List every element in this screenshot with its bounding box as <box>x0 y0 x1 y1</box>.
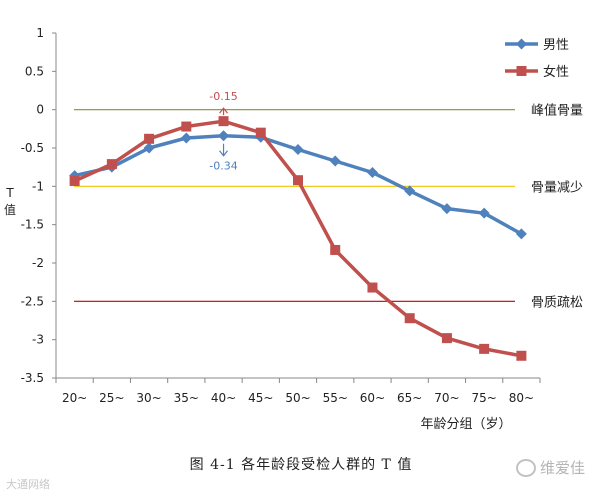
x-tick-label-2: 30~ <box>136 391 161 405</box>
y-tick-label-2: 0 <box>36 103 44 117</box>
series-1-point-2 <box>144 133 155 144</box>
series-1-point-11 <box>479 343 490 354</box>
x-tick-label-9: 65~ <box>397 391 422 405</box>
x-axis-title: 年龄分组（岁） <box>420 417 511 432</box>
series-1-point-0 <box>69 175 80 186</box>
figure-caption: 图 4-1 各年龄段受检人群的 T 值 <box>189 457 413 473</box>
y-tick-label-8: -3 <box>32 333 44 347</box>
series-1-point-6 <box>293 175 303 186</box>
series-1-point-4 <box>218 116 229 127</box>
series-0-point-6 <box>292 144 304 156</box>
x-tick-label-3: 35~ <box>174 391 199 405</box>
x-tick-label-1: 25~ <box>99 391 124 405</box>
y-tick-label-0: 1 <box>36 26 44 40</box>
x-tick-label-12: 80~ <box>509 391 534 405</box>
y-tick-label-5: -1.5 <box>21 218 44 232</box>
x-tick-label-10: 70~ <box>434 391 459 405</box>
y-tick-label-9: -3.5 <box>21 371 44 385</box>
series-1-point-10 <box>441 333 452 344</box>
y-tick-label-7: -2.5 <box>21 294 44 308</box>
series-1-point-3 <box>181 121 192 132</box>
annotation-label-1: -0.34 <box>209 160 237 173</box>
series-0-point-2 <box>143 142 155 154</box>
series-1-point-1 <box>106 159 117 170</box>
x-tick-label-8: 60~ <box>360 391 385 405</box>
x-tick-label-6: 50~ <box>285 391 310 405</box>
watermark-right: 维爱佳 <box>516 457 585 478</box>
x-tick-label-5: 45~ <box>248 391 273 405</box>
x-tick-label-4: 40~ <box>211 391 236 405</box>
series-0-point-8 <box>366 167 378 179</box>
series-1-point-9 <box>404 313 415 324</box>
y-tick-label-3: -0.5 <box>21 141 44 155</box>
annotation-label-0: -0.15 <box>209 90 237 103</box>
annotation-arrowhead-1 <box>219 150 229 157</box>
series-0-point-3 <box>180 132 192 144</box>
reference-line-label-1: 骨量减少 <box>531 180 583 195</box>
reference-line-label-2: 骨质疏松 <box>531 295 583 310</box>
series-0-point-11 <box>478 207 490 219</box>
x-tick-label-7: 55~ <box>323 391 348 405</box>
reference-line-label-0: 峰值骨量 <box>531 103 583 119</box>
series-0-point-10 <box>441 203 453 215</box>
legend-marker-1 <box>516 66 527 76</box>
series-0-point-7 <box>329 155 341 167</box>
watermark-left: 大通网络 <box>6 478 50 491</box>
y-tick-label-1: 0.5 <box>25 64 44 78</box>
line-chart: 1 0.5 0 -0.5 -1 -1.5 -2 -2.5 -3 -3.5 20~ 25~ 30~ 35~ 4… <box>4 26 583 432</box>
watermark-right-text: 维爱佳 <box>540 459 586 477</box>
series-1-point-7 <box>330 244 341 255</box>
legend-label-0: 男性 <box>543 38 569 53</box>
series-0-point-12 <box>515 228 527 240</box>
annotation-arrowhead-0 <box>219 107 229 114</box>
legend-marker-0 <box>516 38 527 50</box>
y-tick-label-4: -1 <box>32 179 44 193</box>
x-tick-label-11: 75~ <box>471 391 496 405</box>
legend-label-1: 女性 <box>543 64 569 80</box>
series-1-point-8 <box>367 282 378 293</box>
series-1-point-5 <box>255 127 266 138</box>
series-0-point-9 <box>404 185 416 197</box>
series-line-1 <box>73 119 522 358</box>
wechat-icon <box>516 458 536 477</box>
x-tick-label-0: 20~ <box>62 391 87 405</box>
series-0-point-4 <box>218 130 230 142</box>
series-1-point-12 <box>516 350 527 361</box>
y-tick-label-6: -2 <box>32 256 44 270</box>
